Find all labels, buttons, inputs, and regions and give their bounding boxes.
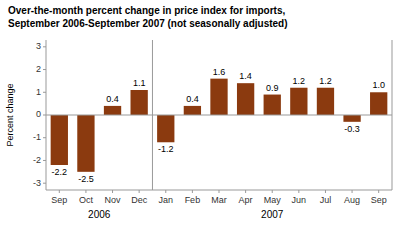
bar — [343, 115, 360, 122]
x-tick — [112, 190, 113, 193]
data-label: -1.2 — [158, 144, 174, 154]
x-tick-label: Feb — [185, 195, 201, 205]
x-tick-label: Nov — [105, 195, 122, 205]
x-tick-label: Aug — [344, 195, 360, 205]
bar — [317, 88, 334, 115]
bar — [290, 88, 307, 115]
y-tick-label: -2 — [33, 155, 41, 165]
x-tick-label: Jan — [159, 195, 174, 205]
bar — [77, 115, 94, 172]
x-tick — [139, 190, 140, 193]
x-tick-label: Jul — [320, 195, 332, 205]
y-tick-label: -1 — [33, 132, 41, 142]
x-tick — [325, 190, 326, 193]
x-tick-label: May — [264, 195, 282, 205]
data-label: -2.5 — [78, 174, 94, 184]
data-label: 1.2 — [319, 76, 332, 86]
x-tick-label: Dec — [131, 195, 148, 205]
x-tick — [219, 190, 220, 193]
x-tick — [298, 190, 299, 193]
year-label: 2006 — [88, 209, 111, 220]
bars — [51, 79, 388, 172]
bar — [210, 79, 227, 115]
x-tick — [352, 190, 353, 193]
x-tick-label: Sep — [51, 195, 67, 205]
y-tick-label: 0 — [36, 109, 41, 119]
group-separator — [152, 40, 153, 190]
y-tick-label: 3 — [36, 41, 41, 51]
x-tick — [378, 190, 379, 193]
bar — [264, 95, 281, 115]
bar — [131, 90, 148, 115]
x-tick — [59, 190, 60, 193]
x-tick-label: Sep — [371, 195, 387, 205]
x-tick — [85, 190, 86, 193]
x-tick — [245, 190, 246, 193]
x-tick-label: Mar — [211, 195, 227, 205]
bar — [370, 92, 387, 115]
bar — [51, 115, 68, 165]
zero-line — [46, 115, 392, 116]
bar — [104, 106, 121, 115]
x-tick — [272, 190, 273, 193]
data-label: 1.0 — [372, 80, 385, 90]
y-axis-line — [46, 40, 47, 190]
data-label: 1.2 — [293, 76, 306, 86]
chart: Over-the-month percent change in price i… — [0, 0, 401, 238]
x-tick-label: Jun — [292, 195, 307, 205]
bar — [184, 106, 201, 115]
data-label: 0.9 — [266, 83, 279, 93]
data-label: 1.4 — [239, 71, 252, 81]
bar — [157, 115, 174, 142]
x-tick — [192, 190, 193, 193]
data-label: 0.4 — [106, 94, 119, 104]
bar — [237, 83, 254, 115]
y-axis-label: Percent change — [5, 83, 15, 146]
data-label: 0.4 — [186, 94, 199, 104]
right-border — [392, 40, 393, 190]
y-tick-label: -3 — [33, 178, 41, 188]
data-label: 1.1 — [133, 78, 146, 88]
y-tick-label: 2 — [36, 64, 41, 74]
data-label: -0.3 — [344, 124, 360, 134]
title: Over-the-month percent change in price i… — [8, 5, 285, 16]
data-label: -2.2 — [52, 167, 68, 177]
x-tick-label: Apr — [239, 195, 253, 205]
year-label: 2007 — [261, 209, 284, 220]
subtitle: September 2006-September 2007 (not seaso… — [8, 18, 288, 29]
y-tick-label: 1 — [36, 87, 41, 97]
data-label: 1.6 — [213, 67, 226, 77]
x-tick-label: Oct — [79, 195, 94, 205]
x-tick — [165, 190, 166, 193]
